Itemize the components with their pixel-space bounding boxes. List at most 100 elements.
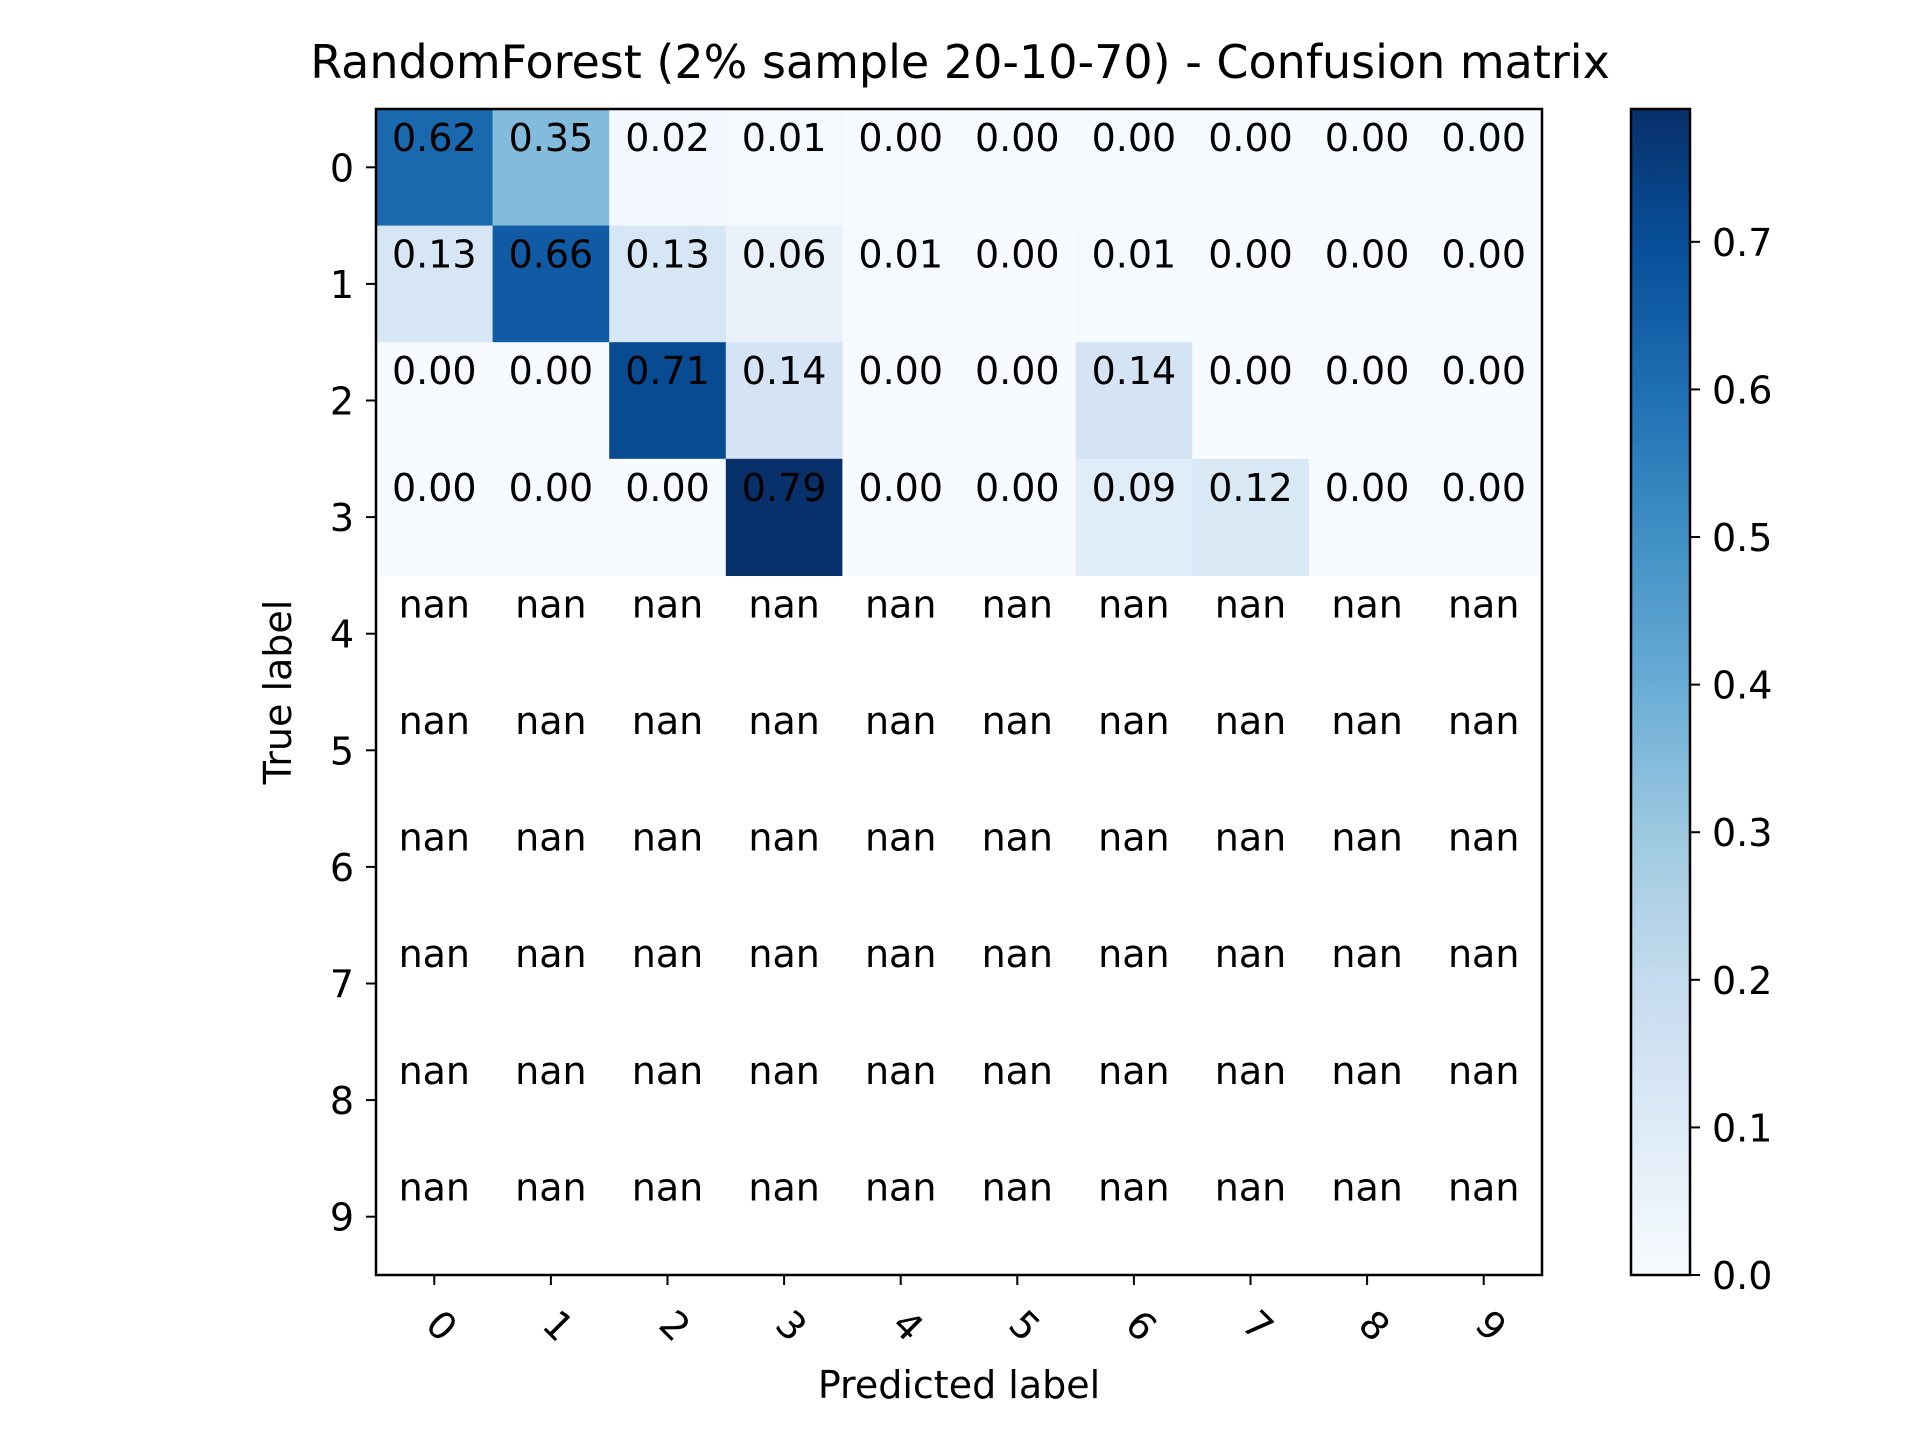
cell-value-label: nan bbox=[1448, 1165, 1519, 1209]
cell-value-label: nan bbox=[632, 582, 703, 626]
plot-frame bbox=[374, 107, 1544, 1277]
x-tick-label: 6 bbox=[1117, 1302, 1165, 1350]
cell-value-label: nan bbox=[1098, 932, 1169, 976]
cell-value-label: 0.14 bbox=[1092, 349, 1177, 393]
y-tick-label: 9 bbox=[330, 1196, 354, 1240]
x-tick-label: 4 bbox=[884, 1302, 932, 1350]
x-axis: 0 1 2 3 4 5 6 7 8 9 bbox=[417, 1275, 1515, 1350]
heatmap-cell bbox=[1308, 109, 1426, 227]
cell-value-label: 0.00 bbox=[975, 116, 1060, 160]
heatmap-cell bbox=[376, 109, 494, 227]
heatmap-cell bbox=[609, 225, 727, 343]
x-tick-label: 8 bbox=[1350, 1302, 1398, 1350]
cell-value-label: nan bbox=[748, 932, 819, 976]
heatmap-cell bbox=[725, 458, 843, 576]
x-tick-label: 5 bbox=[1000, 1302, 1048, 1350]
heatmap-cell bbox=[1075, 109, 1193, 227]
cell-value-label: 0.14 bbox=[742, 349, 827, 393]
y-tick-label: 1 bbox=[330, 263, 354, 307]
y-tick-label: 2 bbox=[330, 380, 354, 424]
cell-value-label: 0.00 bbox=[392, 349, 477, 393]
cell-value-label: nan bbox=[1215, 816, 1286, 860]
heatmap-cell bbox=[1192, 225, 1310, 343]
heatmap-cell bbox=[492, 225, 610, 343]
x-tick-label: 9 bbox=[1467, 1302, 1515, 1350]
cell-value-label: nan bbox=[632, 932, 703, 976]
cell-value-label: nan bbox=[1215, 1165, 1286, 1209]
cell-value-label: nan bbox=[982, 1049, 1053, 1093]
heatmap-cell bbox=[609, 342, 727, 460]
cell-value-label: nan bbox=[1215, 699, 1286, 743]
cell-value-label: nan bbox=[515, 1165, 586, 1209]
y-tick-label: 4 bbox=[330, 613, 354, 657]
x-axis-label: Predicted label bbox=[818, 1363, 1100, 1407]
heatmap-cell-labels: 0.62 0.35 0.02 0.01 0.00 0.00 0.00 0.00 0.00 0.00… bbox=[392, 116, 1526, 1209]
heatmap-cells bbox=[376, 109, 1543, 576]
cell-value-label: nan bbox=[865, 932, 936, 976]
cell-value-label: nan bbox=[748, 1165, 819, 1209]
cell-value-label: nan bbox=[399, 1165, 470, 1209]
cell-value-label: nan bbox=[399, 1049, 470, 1093]
cell-value-label: nan bbox=[1215, 582, 1286, 626]
cell-value-label: nan bbox=[982, 582, 1053, 626]
x-tick-label: 2 bbox=[651, 1302, 699, 1350]
heatmap-cell bbox=[1425, 458, 1543, 576]
y-tick-label: 6 bbox=[330, 846, 354, 890]
cell-value-label: 0.00 bbox=[1441, 116, 1526, 160]
cell-value-label: nan bbox=[515, 1049, 586, 1093]
y-axis: 0 1 2 3 4 5 6 7 8 9 bbox=[330, 146, 376, 1240]
cell-value-label: nan bbox=[515, 582, 586, 626]
cell-value-label: 0.00 bbox=[975, 466, 1060, 510]
cell-value-label: 0.35 bbox=[509, 116, 594, 160]
colorbar-tick-label: 0.5 bbox=[1712, 516, 1772, 560]
x-tick-label: 3 bbox=[767, 1302, 815, 1350]
cell-value-label: 0.06 bbox=[742, 233, 827, 277]
cell-value-label: 0.00 bbox=[1092, 116, 1177, 160]
heatmap-cell bbox=[376, 342, 494, 460]
heatmap-cell bbox=[842, 109, 960, 227]
cell-value-label: nan bbox=[1448, 699, 1519, 743]
y-axis-label: True label bbox=[256, 600, 300, 786]
cell-value-label: nan bbox=[632, 699, 703, 743]
colorbar-tick-label: 0.4 bbox=[1712, 664, 1772, 708]
heatmap-cell bbox=[842, 225, 960, 343]
cell-value-label: nan bbox=[632, 1049, 703, 1093]
cell-value-label: 0.00 bbox=[509, 466, 594, 510]
cell-value-label: 0.01 bbox=[1092, 233, 1177, 277]
cell-value-label: nan bbox=[865, 1165, 936, 1209]
heatmap-cell bbox=[959, 109, 1077, 227]
colorbar-tick-label: 0.3 bbox=[1712, 811, 1772, 855]
cell-value-label: 0.00 bbox=[1208, 349, 1293, 393]
colorbar-tick-label: 0.6 bbox=[1712, 368, 1772, 412]
cell-value-label: nan bbox=[515, 699, 586, 743]
cell-value-label: nan bbox=[748, 582, 819, 626]
cell-value-label: nan bbox=[1448, 1049, 1519, 1093]
y-tick-label: 0 bbox=[330, 146, 354, 190]
cell-value-label: nan bbox=[748, 699, 819, 743]
heatmap-cell bbox=[1075, 225, 1193, 343]
cell-value-label: 0.02 bbox=[625, 116, 710, 160]
cell-value-label: nan bbox=[1098, 1165, 1169, 1209]
cell-value-label: nan bbox=[982, 932, 1053, 976]
x-tick-label: 1 bbox=[534, 1302, 582, 1350]
cell-value-label: nan bbox=[1215, 1049, 1286, 1093]
cell-value-label: nan bbox=[399, 699, 470, 743]
cell-value-label: nan bbox=[1448, 816, 1519, 860]
y-tick-label: 3 bbox=[330, 496, 354, 540]
cell-value-label: nan bbox=[1331, 1165, 1402, 1209]
heatmap-cell bbox=[725, 225, 843, 343]
cell-value-label: nan bbox=[865, 582, 936, 626]
cell-value-label: nan bbox=[632, 816, 703, 860]
heatmap-cell bbox=[725, 342, 843, 460]
x-tick-label: 0 bbox=[417, 1302, 465, 1350]
heatmap-cell bbox=[492, 342, 610, 460]
heatmap-cell bbox=[1075, 458, 1193, 576]
cell-value-label: 0.00 bbox=[975, 349, 1060, 393]
heatmap-cell bbox=[842, 342, 960, 460]
heatmap-cell bbox=[842, 458, 960, 576]
cell-value-label: 0.00 bbox=[975, 233, 1060, 277]
cell-value-label: 0.00 bbox=[625, 466, 710, 510]
colorbar-ticks: 0.0 0.1 0.2 0.3 0.4 0.5 0.6 0.7 bbox=[1690, 221, 1772, 1298]
cell-value-label: nan bbox=[865, 1049, 936, 1093]
